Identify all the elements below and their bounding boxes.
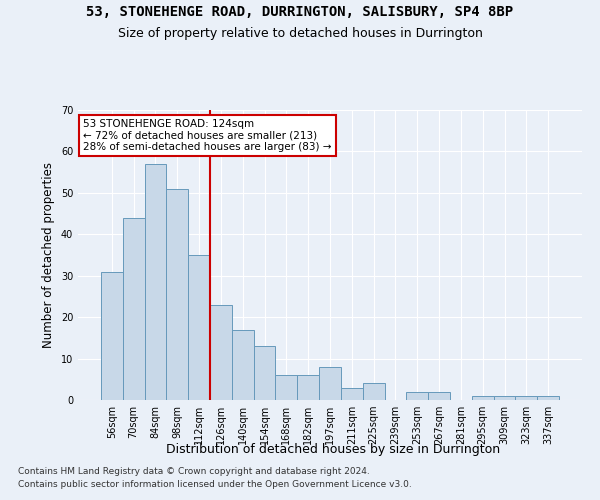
Bar (275, 375, 297, 400)
Y-axis label: Number of detached properties: Number of detached properties (42, 162, 55, 348)
Bar (188, 255, 210, 400)
Bar (166, 188, 188, 400)
Bar (515, 396, 537, 400)
Bar (472, 396, 494, 400)
Text: 53, STONEHENGE ROAD, DURRINGTON, SALISBURY, SP4 8BP: 53, STONEHENGE ROAD, DURRINGTON, SALISBU… (86, 5, 514, 19)
Text: Contains HM Land Registry data © Crown copyright and database right 2024.: Contains HM Land Registry data © Crown c… (18, 468, 370, 476)
Bar (101, 272, 123, 400)
Bar (254, 346, 275, 400)
Bar (123, 218, 145, 400)
Text: Contains public sector information licensed under the Open Government Licence v3: Contains public sector information licen… (18, 480, 412, 489)
Text: Size of property relative to detached houses in Durrington: Size of property relative to detached ho… (118, 28, 482, 40)
Bar (145, 164, 166, 400)
Bar (319, 367, 341, 400)
Bar (210, 304, 232, 400)
Text: Distribution of detached houses by size in Durrington: Distribution of detached houses by size … (166, 442, 500, 456)
Bar (494, 396, 515, 400)
Text: 53 STONEHENGE ROAD: 124sqm
← 72% of detached houses are smaller (213)
28% of sem: 53 STONEHENGE ROAD: 124sqm ← 72% of deta… (83, 118, 332, 152)
Bar (363, 384, 385, 400)
Bar (406, 392, 428, 400)
Bar (537, 396, 559, 400)
Bar (232, 330, 254, 400)
Bar (297, 375, 319, 400)
Bar (341, 388, 363, 400)
Bar (428, 392, 450, 400)
